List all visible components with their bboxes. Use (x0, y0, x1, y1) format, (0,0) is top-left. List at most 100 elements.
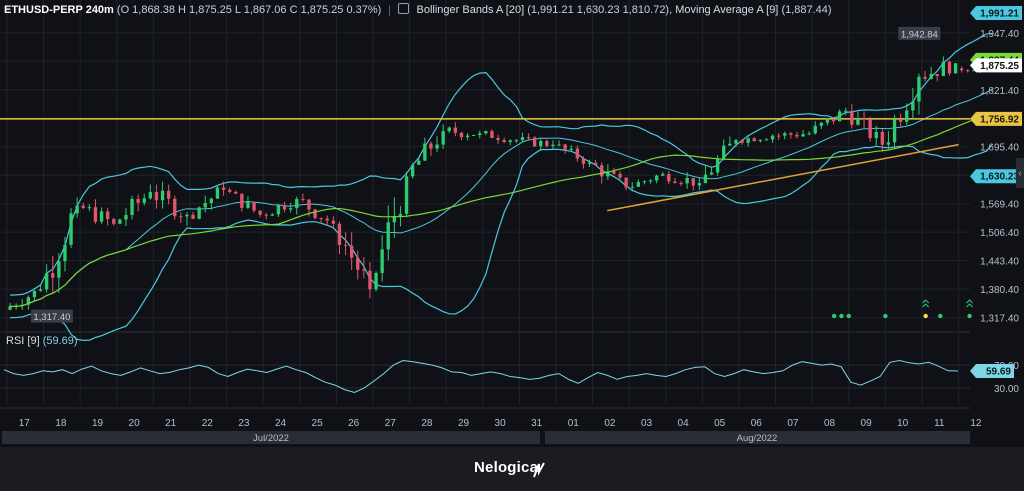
date-tick-label: 23 (238, 418, 250, 429)
candle-up (697, 183, 702, 186)
candle-up (758, 139, 763, 142)
signal-dot (839, 313, 844, 319)
candle-up (886, 142, 891, 145)
candle-up (99, 211, 104, 222)
candle-up (972, 70, 976, 72)
signal-dot (938, 313, 943, 319)
candle-down (612, 171, 616, 174)
candle-down (349, 245, 354, 258)
candle-down (429, 143, 433, 149)
candle-down (112, 219, 116, 224)
candle-up (715, 159, 720, 173)
candle-down (154, 192, 159, 201)
candle-down (240, 193, 244, 208)
candle-up (423, 143, 427, 161)
candle-down (51, 273, 55, 278)
candle-up (435, 144, 439, 149)
candle-up (185, 214, 189, 217)
candle-up (630, 186, 634, 188)
candle-up (63, 244, 67, 262)
candle-up (642, 181, 647, 183)
signal-arrow (966, 299, 973, 308)
candle-up (722, 145, 726, 160)
date-tick-label: 24 (275, 418, 287, 429)
candle-down (776, 135, 781, 137)
date-tick-label: 21 (165, 418, 177, 429)
brand-logo-icon (533, 462, 545, 478)
candle-down (356, 257, 360, 270)
candle-up (215, 187, 220, 199)
candle-up (295, 198, 299, 209)
candle-down (795, 134, 799, 137)
month-bar (545, 431, 970, 444)
candle-up (856, 118, 860, 125)
candle-down (600, 165, 604, 177)
rsi-header: RSI [9] (59.69) (6, 335, 78, 347)
signal-dot (846, 313, 851, 319)
candle-up (404, 176, 409, 214)
candle-down (362, 269, 366, 271)
bollinger-values: (1,991.21 1,630.23 1,810.72), (527, 4, 673, 16)
candle-up (514, 140, 519, 142)
candle-up (703, 174, 708, 184)
candle-down (221, 187, 226, 190)
candle-down (307, 199, 311, 210)
candle-up (471, 134, 476, 136)
candle-down (935, 74, 939, 77)
date-axis[interactable]: 17 18 19 20 21 22 23 24 25 26 27 28 29 30 31 01 02 03 04 05… (2, 418, 982, 444)
candle-down (959, 68, 964, 71)
rsi-badge (970, 363, 1014, 378)
collapse-panel-icon[interactable]: ‹ (1016, 158, 1024, 188)
bollinger-label[interactable]: Bollinger Bands A [20] (416, 4, 525, 16)
candle-down (789, 133, 793, 135)
candle-up (87, 207, 92, 209)
indicator-icon[interactable] (398, 3, 410, 14)
candle-up (130, 198, 134, 215)
candle-up (142, 198, 146, 203)
candle-down (179, 216, 183, 218)
chart-header: ETHUSD-PERP 240m (O 1,868.38 H 1,875.25 … (4, 3, 832, 16)
price-badge (970, 111, 1022, 126)
candle-up (783, 133, 787, 136)
date-tick-label: 12 (970, 418, 982, 429)
candle-down (496, 138, 500, 140)
price-badge (970, 58, 1022, 73)
price-tick-label: 1,317.40 (980, 314, 1019, 325)
date-tick-label: 20 (129, 418, 141, 429)
candle-up (557, 144, 561, 146)
candle-up (844, 110, 848, 112)
bollinger-lower (10, 144, 993, 342)
candle-up (874, 131, 878, 139)
signal-arrow (922, 299, 930, 308)
candle-up (807, 133, 811, 135)
candle-up (203, 203, 207, 208)
rsi-badge-label: 59.69 (986, 366, 1011, 377)
moving-average-label[interactable]: Moving Average A [9] (675, 4, 779, 16)
candle-up (148, 192, 153, 199)
signal-dot (883, 313, 888, 319)
rsi-label[interactable]: RSI [9] (6, 335, 40, 347)
date-tick-label: 29 (458, 418, 470, 429)
price-axis[interactable]: 1,947.401,884.401,821.401,758.401,695.40… (970, 6, 1022, 325)
candle-up (75, 205, 79, 214)
candle-up (398, 213, 403, 217)
candle-up (734, 140, 738, 144)
candle-down (880, 131, 885, 145)
date-tick-label: 02 (604, 418, 616, 429)
date-tick-label: 26 (348, 418, 360, 429)
candle-up (606, 171, 610, 177)
candle-up (197, 207, 201, 219)
moving-average (10, 112, 993, 307)
candle-up (709, 172, 714, 175)
candle-down (947, 61, 952, 74)
ohlc-values: (O 1,868.38 H 1,875.25 L 1,867.06 C 1,87… (116, 4, 382, 16)
trendline[interactable] (607, 143, 959, 212)
candle-down (105, 211, 110, 220)
date-tick-label: 04 (678, 418, 690, 429)
candle-up (44, 273, 49, 290)
candle-down (234, 191, 238, 194)
candle-up (57, 261, 61, 278)
